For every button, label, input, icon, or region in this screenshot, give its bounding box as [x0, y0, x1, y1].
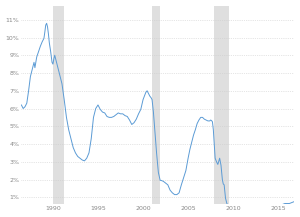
Bar [152, 6, 160, 204]
Bar [214, 6, 229, 204]
Bar [53, 6, 64, 204]
